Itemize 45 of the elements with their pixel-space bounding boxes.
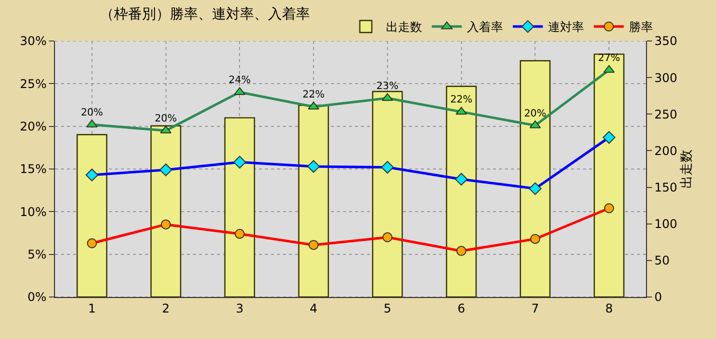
chart-title: （枠番別）勝率、連対率、入着率	[100, 6, 310, 22]
data-label: 24%	[228, 75, 251, 86]
data-label: 23%	[376, 81, 399, 92]
legend-label: 連対率	[548, 20, 584, 34]
x-tick-label: 3	[236, 301, 244, 316]
y2-tick-label: 250	[654, 107, 678, 122]
y-tick-label: 20%	[20, 120, 47, 134]
y2-tick-label: 350	[654, 34, 678, 48]
x-tick-label: 5	[384, 301, 392, 316]
data-label: 22%	[450, 94, 472, 106]
legend-label: 勝率	[628, 20, 653, 34]
data-label: 20%	[524, 108, 546, 120]
y2-tick-label: 300	[654, 70, 678, 85]
legend-label: 出走数	[386, 20, 422, 34]
y2-axis-title: 出走数	[679, 150, 694, 188]
data-label: 27%	[598, 52, 620, 64]
legend-label: 入着率	[466, 20, 503, 34]
data-label: 22%	[302, 90, 325, 101]
x-tick-label: 4	[310, 301, 318, 316]
y-tick-label: 0%	[28, 290, 47, 304]
y2-tick-label: 0	[654, 290, 662, 304]
y-tick-label: 10%	[20, 204, 47, 219]
bar	[298, 104, 329, 297]
bar	[372, 90, 403, 297]
bar	[594, 54, 624, 297]
bar	[446, 86, 477, 297]
y-tick-label: 25%	[20, 76, 47, 91]
y-tick-label: 15%	[20, 162, 47, 176]
bar	[520, 60, 551, 297]
y2-tick-label: 150	[654, 180, 678, 194]
data-label: 20%	[80, 108, 104, 119]
bar	[150, 125, 182, 297]
y2-tick-label: 50	[654, 254, 670, 268]
data-label: 20%	[154, 113, 177, 124]
x-tick-label: 7	[531, 301, 540, 316]
y2-tick-label: 200	[654, 144, 678, 158]
y-tick-label: 5%	[28, 248, 47, 262]
bar	[224, 117, 256, 297]
x-tick-label: 8	[605, 301, 613, 316]
x-tick-label: 2	[162, 301, 170, 316]
bar	[76, 134, 108, 297]
x-tick-label: 1	[88, 301, 96, 316]
y-tick-label: 30%	[20, 34, 47, 48]
x-tick-label: 6	[457, 301, 466, 316]
y2-tick-label: 100	[654, 217, 678, 232]
